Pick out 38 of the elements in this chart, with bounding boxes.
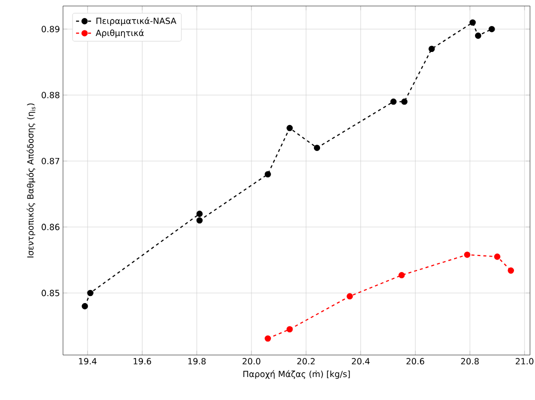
point: [264, 335, 271, 342]
legend-label: Αριθμητικά: [96, 29, 144, 38]
point: [286, 326, 293, 332]
point: [470, 19, 476, 26]
point: [314, 144, 320, 151]
point: [428, 46, 435, 52]
y-tick-label: 0.89: [42, 26, 60, 32]
point: [264, 171, 271, 178]
point: [494, 254, 500, 260]
point: [401, 98, 408, 105]
point: [87, 290, 94, 296]
y-tick-label: 0.86: [42, 224, 60, 230]
point: [196, 210, 203, 217]
y-tick-label: 0.87: [42, 158, 60, 164]
x-tick-label: 20.8: [461, 358, 479, 364]
point: [346, 293, 353, 300]
x-tick-label: 19.8: [188, 358, 206, 364]
point: [464, 252, 470, 258]
x-tick-label: 19.4: [79, 358, 97, 364]
point: [474, 32, 482, 39]
point: [390, 98, 397, 105]
x-axis-title: Παροχή Μάζας (ṁ) [kg/s]: [243, 370, 350, 379]
x-tick-label: 19.6: [134, 358, 152, 364]
x-tick-label: 21.0: [516, 358, 534, 364]
point: [82, 303, 88, 310]
x-tick-label: 20.6: [406, 358, 424, 364]
point: [286, 124, 293, 132]
x-tick-label: 20.2: [297, 358, 315, 364]
point: [398, 272, 405, 278]
point: [196, 217, 203, 224]
y-axis-title: Ισεντροπικός Βαθμός Απόδοσης (η$_{is}$): [26, 103, 36, 258]
y-tick-label: 0.85: [42, 290, 60, 296]
y-tick-label: 0.88: [42, 92, 60, 98]
point: [488, 26, 495, 32]
legend-label: Πειραματικά-NASA: [96, 17, 176, 26]
point: [508, 267, 514, 274]
x-tick-label: 20.4: [352, 358, 370, 364]
x-tick-label: 20.0: [242, 358, 260, 364]
